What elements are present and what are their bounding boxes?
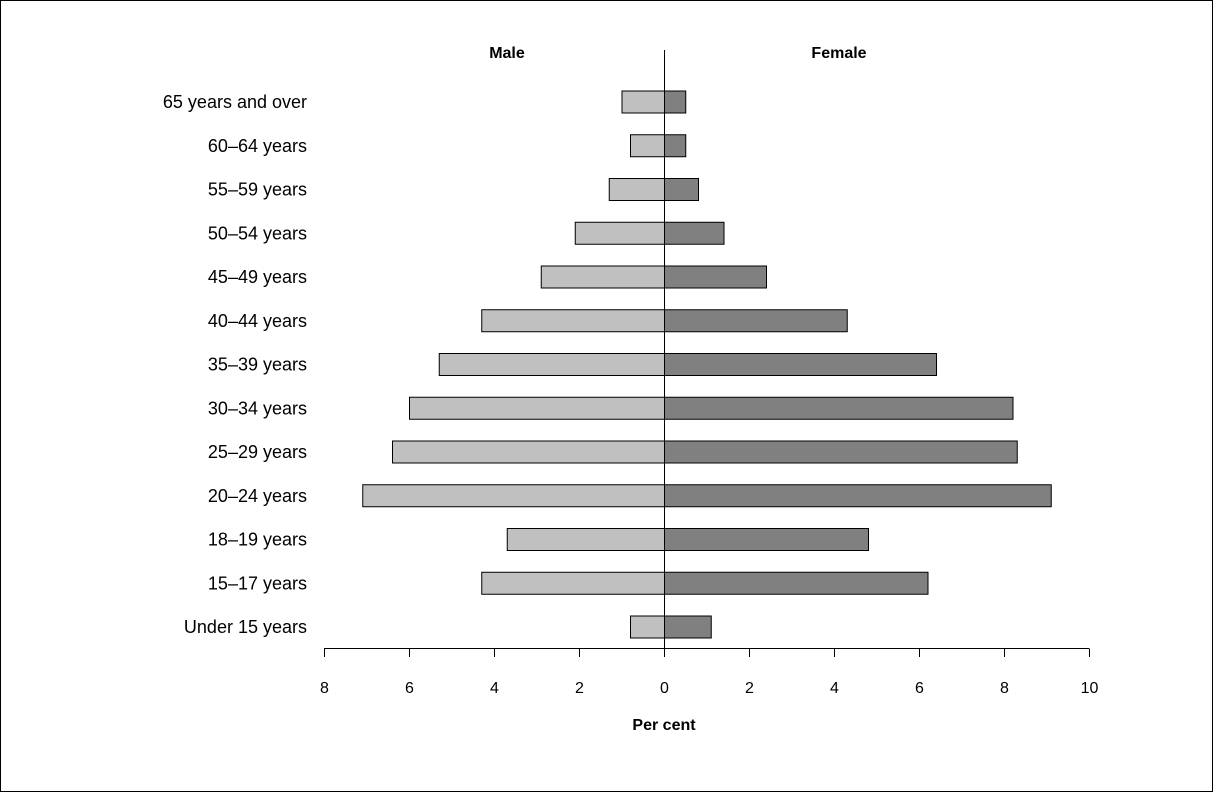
bar-female-50-54-years [664,221,725,245]
bar-male-20-24-years [362,484,665,508]
bar-male-30-34-years [409,396,665,420]
category-label-25-29-years: 25–29 years [208,442,307,462]
category-label-55-59-years: 55–59 years [208,180,307,200]
category-label-60-64-years: 60–64 years [208,136,307,156]
bar-male-35-39-years [438,353,665,376]
bar-female-15-17-years [664,571,929,595]
x-tick-label-left-4: 4 [490,680,499,697]
x-tick-label-right-6: 6 [915,680,924,697]
bar-female-18-19-years [664,528,869,551]
bar-male-15-17-years [481,571,665,595]
bar-female-55-59-years [664,178,699,201]
bar-male-40-44-years [481,309,665,333]
x-tick-label-right-8: 8 [1000,680,1009,697]
category-label-under-15-years: Under 15 years [184,617,307,637]
male-header: Male [489,45,525,62]
category-label-45-49-years: 45–49 years [208,267,307,287]
category-label-65-years-and-over: 65 years and over [163,92,307,112]
bar-male-25-29-years [392,440,665,464]
bar-female-65-years-and-over [664,90,687,114]
category-label-40-44-years: 40–44 years [208,311,307,331]
bar-male-50-54-years [574,221,665,245]
bars-layer [362,90,1052,639]
bar-female-30-34-years [664,396,1014,420]
bar-male-under-15-years [630,615,665,639]
x-tick-label-right-10: 10 [1081,680,1099,697]
bar-female-40-44-years [664,309,848,333]
x-axis-title: Per cent [632,717,696,734]
x-tick-label-left-6: 6 [405,680,414,697]
category-label-35-39-years: 35–39 years [208,355,307,375]
category-label-18-19-years: 18–19 years [208,530,307,550]
x-tick-label-left-2: 2 [575,680,584,697]
bar-female-under-15-years [664,615,712,639]
x-tick-label-left-8: 8 [320,680,329,697]
category-label-50-54-years: 50–54 years [208,223,307,243]
x-tick-label-center-0: 0 [660,680,669,697]
bar-male-60-64-years [630,134,665,158]
bar-male-18-19-years [506,528,665,551]
x-axis-ticks-layer: 8 6 4 2 0 2 4 6 8 10 [320,648,1099,697]
x-tick-label-right-2: 2 [745,680,754,697]
bar-female-60-64-years [664,134,687,158]
bar-female-45-49-years [664,265,767,289]
category-labels-layer: 65 years and over 60–64 years 55–59 years 5… [163,92,307,637]
category-label-15-17-years: 15–17 years [208,573,307,593]
bar-female-20-24-years [664,484,1052,508]
bar-female-35-39-years [664,353,937,376]
x-tick-label-right-4: 4 [830,680,839,697]
category-label-30-34-years: 30–34 years [208,398,307,418]
bar-male-55-59-years [608,178,665,201]
female-header: Female [811,45,866,62]
category-label-20-24-years: 20–24 years [208,486,307,506]
bar-female-25-29-years [664,440,1018,464]
bar-male-65-years-and-over [621,90,665,114]
bar-male-45-49-years [540,265,665,289]
